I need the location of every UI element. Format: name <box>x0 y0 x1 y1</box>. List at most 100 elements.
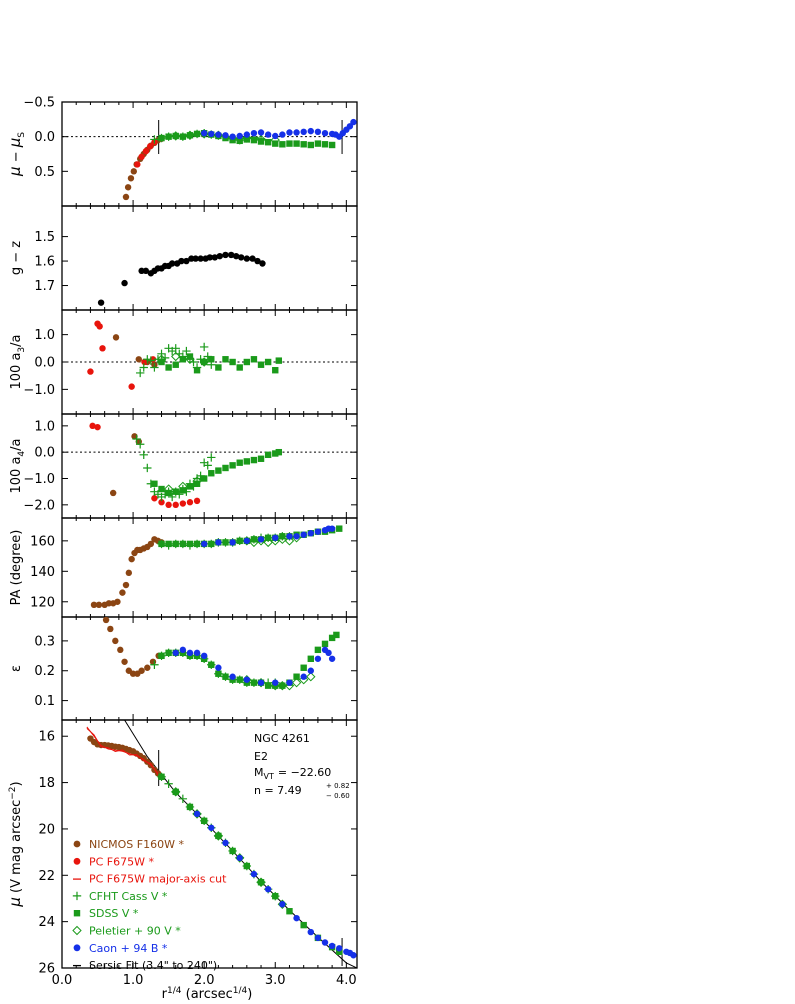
legend-label: SDSS V * <box>89 907 139 920</box>
caon-point <box>215 131 222 138</box>
sdss-point <box>215 832 222 840</box>
gz-point <box>249 255 256 262</box>
panel-a3: −1.0 0.0 1.0 100 a3/a <box>9 309 358 415</box>
sdss-point <box>193 540 201 548</box>
legend-marker <box>73 910 81 917</box>
sdss-point <box>307 655 314 662</box>
sdss-point <box>257 455 265 462</box>
x-tick-label: 4.0 <box>336 973 357 988</box>
data-a3 <box>87 320 283 390</box>
peletier-point <box>277 534 288 545</box>
sdss-point <box>158 485 165 493</box>
caon-point <box>215 539 222 546</box>
sdss-point <box>179 540 187 548</box>
y-tick-label: 18 <box>38 776 55 791</box>
abs-magnitude: MVT = −22.60 <box>254 766 331 781</box>
cfht-point <box>143 463 152 473</box>
caon-point <box>279 901 286 908</box>
pc-point <box>151 495 158 502</box>
caon-point <box>236 854 243 862</box>
caon-point <box>293 914 300 922</box>
panel-frame-dmu <box>61 101 358 207</box>
caon-point <box>286 679 293 686</box>
nicmos-point <box>138 667 145 674</box>
pc-point <box>142 148 150 155</box>
legend-label: PC F675W major-axis cut <box>89 873 227 886</box>
y-tick-label: 1.0 <box>34 419 55 434</box>
sdss-point <box>286 140 293 147</box>
pc-point <box>128 383 135 390</box>
nicmos-point <box>112 334 120 341</box>
x-tick-label: 0.0 <box>52 973 73 988</box>
y-tick-label: 1.0 <box>34 328 55 343</box>
nicmos-point <box>149 658 157 665</box>
sdss-point <box>229 462 236 469</box>
sdss-point <box>236 137 243 145</box>
caon-point <box>257 536 265 543</box>
peletier-point <box>163 484 174 494</box>
y-axis-label: 100 a3/a <box>9 334 27 389</box>
cfht-point <box>135 368 145 378</box>
x-axis-label: r1/4 (arcsec1/4) <box>162 986 253 1002</box>
gz-point <box>237 254 245 261</box>
sdss-point <box>272 892 279 900</box>
peletier-point <box>242 133 252 143</box>
panels-group: −0.5 0.0 0.5 μ − μS 1.5 1.6 1.7 g − z −1.0 0.0 1.0… <box>6 96 358 977</box>
pc-point <box>96 323 103 330</box>
gz-point <box>227 251 235 259</box>
sdss-point <box>236 364 243 371</box>
sdss-point <box>172 132 179 140</box>
peletier-point <box>171 351 181 362</box>
cfht-point <box>150 363 159 372</box>
sdss-point <box>250 536 258 543</box>
caon-point <box>208 824 215 831</box>
caon-point <box>257 129 265 136</box>
caon-point <box>307 667 314 674</box>
sdss-point <box>314 140 322 147</box>
y-tick-label: 0.0 <box>34 446 55 461</box>
sdss-point <box>193 367 201 374</box>
legend: NICMOS F160W * PC F675W * PC F675W major-a… <box>72 838 227 972</box>
pc-point <box>165 501 172 509</box>
y-tick-label: −2.0 <box>23 498 55 513</box>
sdss-point <box>229 358 236 366</box>
caon-point <box>272 132 279 140</box>
cfht-point <box>139 363 148 372</box>
panel-dmu: −0.5 0.0 0.5 μ − μS <box>6 96 358 207</box>
panel-frame-mu <box>61 719 358 969</box>
caon-point <box>328 655 336 662</box>
y-tick-label: 1.7 <box>34 279 55 294</box>
sdss-point <box>208 470 215 477</box>
gz-point <box>97 299 105 306</box>
sdss-point <box>321 640 329 648</box>
pc-point <box>89 422 96 430</box>
galaxy-type: E2 <box>254 750 268 763</box>
cfht-point <box>150 660 159 669</box>
sdss-point <box>193 480 201 487</box>
cfht-point <box>139 450 148 460</box>
peletier-point <box>213 831 224 841</box>
caon-point <box>193 649 201 657</box>
cfht-point <box>143 355 152 364</box>
cfht-point <box>171 344 180 353</box>
sdss-point <box>257 879 265 886</box>
caon-point <box>307 928 314 936</box>
legend-label: Sersic Fit (3.4" to 240") <box>89 959 217 972</box>
legend-label: PC F675W * <box>89 855 155 868</box>
x-tick-label: 2.0 <box>194 973 215 988</box>
sdss-point <box>208 356 215 363</box>
nicmos-point <box>144 664 151 671</box>
legend-marker <box>72 925 82 936</box>
pc-point <box>172 501 179 509</box>
caon-point <box>208 130 215 138</box>
caon-point <box>293 129 300 136</box>
nicmos-point <box>122 193 130 201</box>
peletier-point <box>256 134 266 145</box>
sdss-point <box>165 133 172 140</box>
cfht-point <box>135 440 145 449</box>
y-tick-label: 0.5 <box>34 165 55 180</box>
caon-point <box>222 839 229 847</box>
pc-point <box>87 368 94 375</box>
caon-point <box>264 131 272 138</box>
gz-point <box>206 254 214 261</box>
